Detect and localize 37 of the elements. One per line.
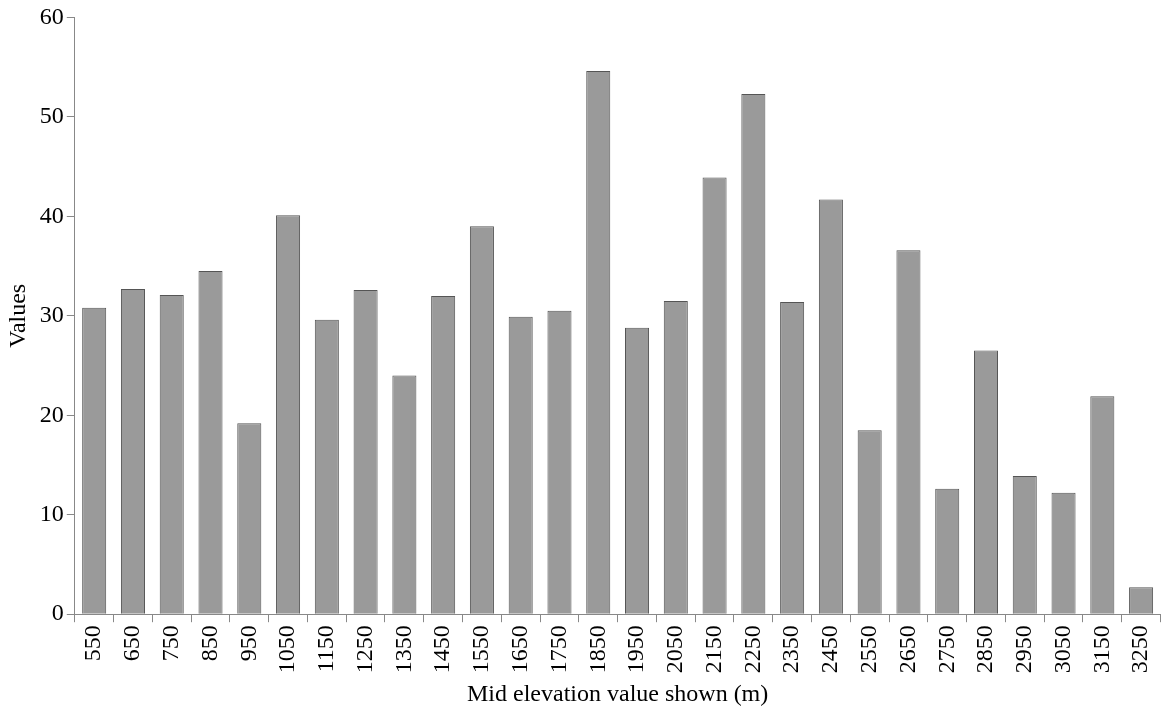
x-tick-label: 1950 <box>622 625 649 674</box>
x-tick-label: 550 <box>79 625 106 662</box>
x-tick-label: 1350 <box>389 625 416 674</box>
y-tick-label: 60 <box>39 2 64 29</box>
x-tick-label: 650 <box>118 625 145 662</box>
x-tick-label: 2750 <box>932 625 959 674</box>
x-tick-label: 2650 <box>893 625 920 674</box>
x-tick-label: 3250 <box>1126 625 1153 674</box>
y-tick-label: 40 <box>39 201 64 228</box>
x-tick-label: 2950 <box>1010 625 1037 674</box>
y-axis-title: Values <box>3 283 30 348</box>
y-tick-label: 10 <box>39 500 64 527</box>
x-tick-label: 1050 <box>273 625 300 674</box>
x-tick-label: 2350 <box>777 625 804 674</box>
y-tick-label: 30 <box>39 301 64 328</box>
x-tick-label: 950 <box>234 625 261 662</box>
x-tick-label: 2250 <box>738 625 765 674</box>
x-tick-label: 3050 <box>1048 625 1075 674</box>
y-tick-label: 20 <box>39 400 64 427</box>
x-tick-label: 1650 <box>506 625 532 674</box>
x-tick-label: 3150 <box>1087 625 1114 674</box>
x-tick-label: 2050 <box>661 625 688 674</box>
x-tick-label: 2850 <box>971 625 998 674</box>
x-tick-label: 1850 <box>583 625 610 674</box>
y-tick-label: 0 <box>51 599 64 626</box>
x-tick-label: 2150 <box>699 625 726 674</box>
x-tick-label: 750 <box>157 625 184 662</box>
x-tick-label: 850 <box>195 625 222 662</box>
x-tick-label: 1550 <box>467 625 494 674</box>
y-tick-label: 50 <box>39 102 64 129</box>
x-tick-label: 2550 <box>854 625 881 674</box>
x-tick-label: 1750 <box>544 625 571 674</box>
x-tick-label: 1450 <box>428 625 455 674</box>
x-tick-label: 2450 <box>816 625 843 674</box>
x-axis-title: Mid elevation value shown (m) <box>467 679 769 706</box>
x-tick-label: 1150 <box>312 625 339 673</box>
x-tick-label: 1250 <box>350 625 377 674</box>
